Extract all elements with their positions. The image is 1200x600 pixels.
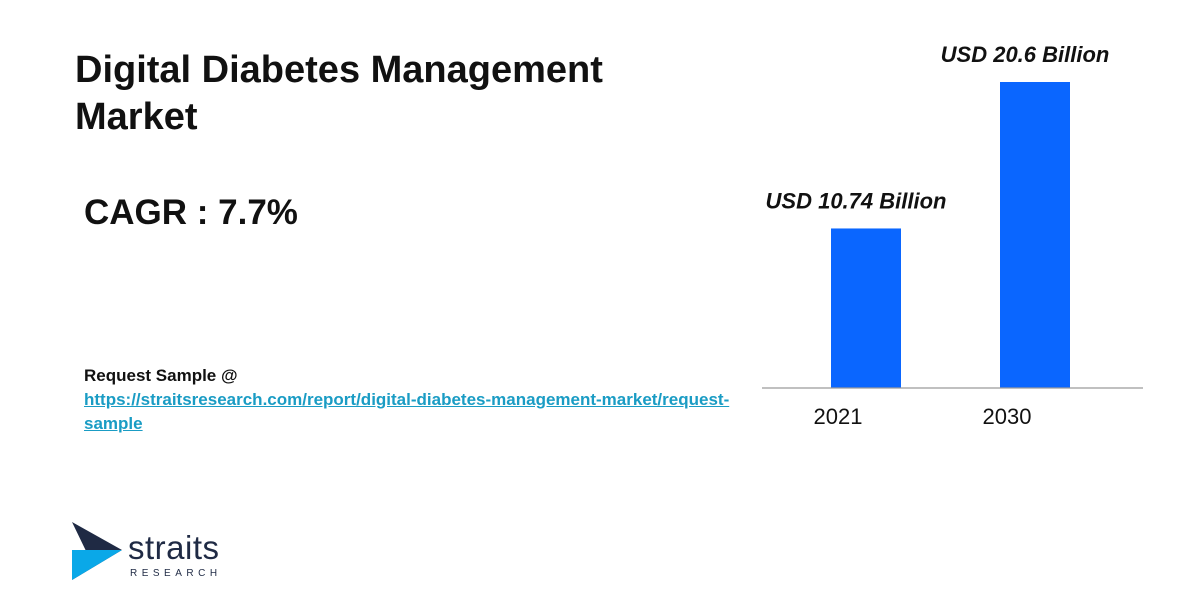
- straits-arrow-logo-icon: [72, 522, 122, 580]
- straits-research-logo: straits RESEARCH: [72, 520, 272, 584]
- data-label-2021: USD 10.74 Billion: [766, 188, 947, 213]
- request-sample-block: Request Sample @ https://straitsresearch…: [84, 364, 744, 436]
- bar-2021: [831, 228, 901, 388]
- data-label-2030: USD 20.6 Billion: [941, 42, 1110, 67]
- request-sample-label: Request Sample @: [84, 366, 238, 385]
- request-sample-link[interactable]: https://straitsresearch.com/report/digit…: [84, 390, 730, 433]
- logo-subtitle: RESEARCH: [130, 568, 222, 579]
- x-tick-2030: 2030: [983, 404, 1032, 429]
- cagr-value: CAGR : 7.7%: [84, 193, 298, 232]
- bar-2030: [1000, 82, 1070, 388]
- x-tick-2021: 2021: [814, 404, 863, 429]
- page-title: Digital Diabetes Management Market: [75, 49, 603, 138]
- logo-wordmark: straits: [128, 529, 220, 566]
